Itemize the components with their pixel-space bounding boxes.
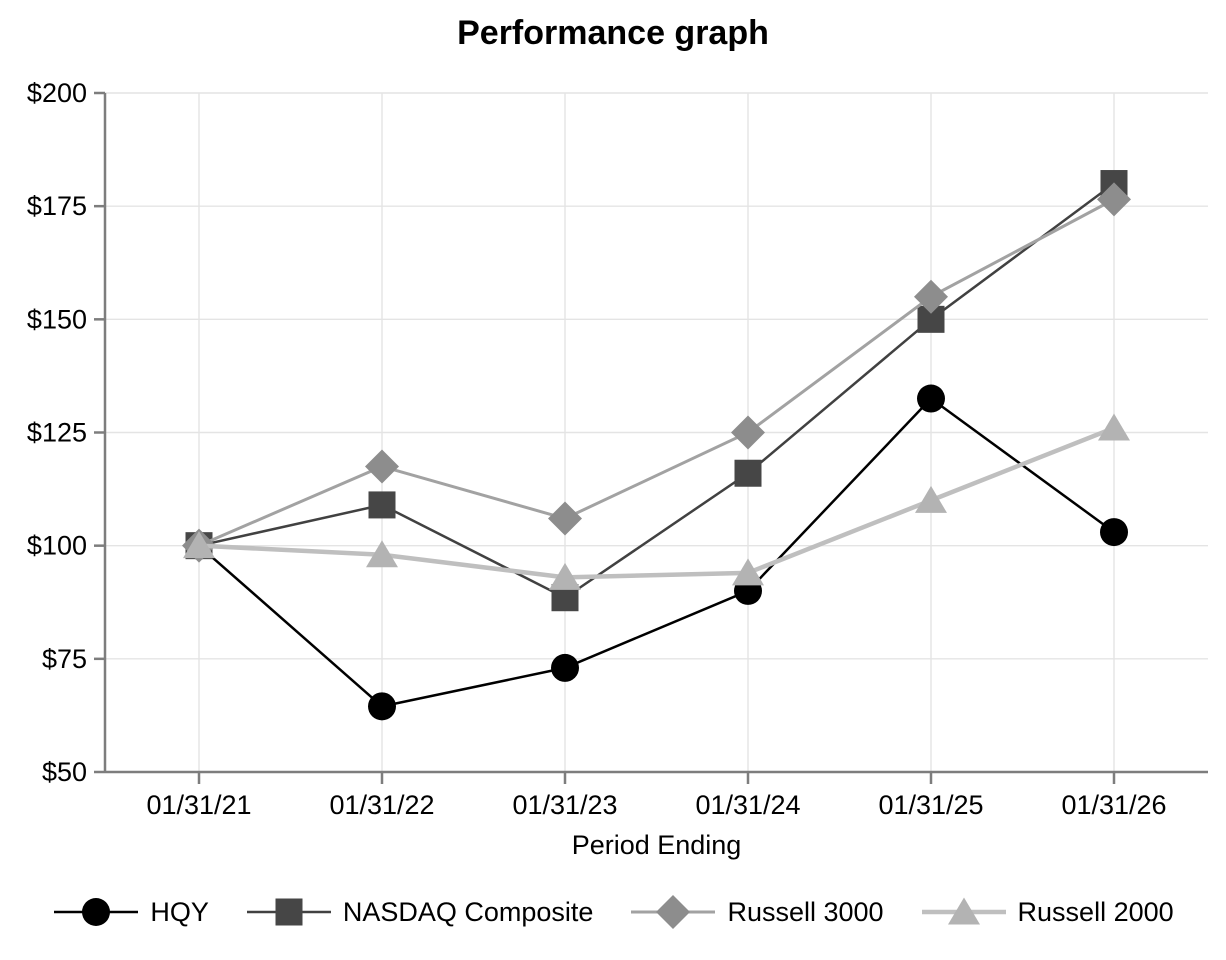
russell-3000-marker (1097, 182, 1131, 217)
performance-chart-plot: $200 $175 $150 $125 $100 $75 $50 01/31/21 01/31/… (27, 78, 1208, 820)
russell-2000-line (198, 425, 1115, 580)
hqy-marker (368, 692, 396, 721)
x-axis-label: Period Ending (571, 830, 742, 860)
x-tick-label: 01/31/21 (146, 790, 251, 820)
legend-item-russell-2000: Russell 2000 (920, 892, 1174, 932)
legend-label-hqy: HQY (150, 896, 209, 927)
russell-2000-marker (732, 558, 764, 586)
x-tick-label: 01/31/24 (695, 790, 800, 820)
russell-3000-line (198, 198, 1115, 548)
legend-item-russell-3000: Russell 3000 (629, 892, 884, 932)
x-tick-label: 01/31/22 (329, 790, 434, 820)
legend-label-russell-2000: Russell 2000 (1017, 896, 1174, 927)
nasdaq-composite-marker (734, 459, 762, 487)
russell-3000-marker (914, 279, 948, 314)
y-tick-label: $100 (27, 531, 87, 561)
y-tick-label: $150 (27, 304, 87, 334)
russell-2000-marker (366, 540, 398, 568)
x-tick-label: 01/31/26 (1061, 790, 1166, 820)
russell-3000-marker (548, 501, 582, 536)
nasdaq-composite-line (198, 182, 1115, 600)
russell-2000-marker (1098, 413, 1130, 441)
legend-item-nasdaq-composite: NASDAQ Composite (245, 892, 594, 932)
y-tick-label: $175 (27, 191, 87, 221)
x-tick-label: 01/31/23 (512, 790, 617, 820)
russell-3000-marker (731, 415, 765, 450)
y-tick-label: $75 (42, 644, 87, 674)
russell-2000-legend-marker-shape (947, 897, 980, 925)
hqy-marker (1100, 518, 1128, 547)
russell-2000-marker (915, 485, 947, 513)
nasdaq-composite-legend-marker-shape (275, 898, 303, 926)
y-tick-label: $200 (27, 78, 87, 108)
y-tick-label: $125 (27, 418, 87, 448)
hqy-legend-marker-icon (54, 898, 139, 926)
hqy-marker (917, 384, 945, 413)
legend-label-nasdaq-composite: NASDAQ Composite (342, 896, 594, 927)
russell-3000-legend-marker-icon (631, 895, 716, 929)
hqy-line (198, 396, 1115, 708)
hqy-marker (551, 653, 579, 682)
x-tick-label: 01/31/25 (878, 790, 983, 820)
nasdaq-composite-marker (368, 491, 396, 519)
hqy-legend-marker-shape (82, 898, 111, 926)
russell-3000-marker (365, 449, 399, 484)
nasdaq-composite-legend-marker-icon (246, 898, 331, 926)
russell-3000-legend-marker-shape (656, 895, 691, 929)
y-tick-label: $50 (42, 757, 87, 787)
russell-2000-marker (183, 531, 215, 559)
russell-2000-marker (549, 562, 581, 590)
russell-2000-legend-marker-icon (921, 897, 1006, 925)
chart-legend: HQY NASDAQ Composite Russell 3000 Russell 2… (0, 892, 1226, 932)
chart-title: Performance graph (457, 14, 769, 52)
legend-item-hqy: HQY (52, 892, 209, 932)
legend-label-russell-3000: Russell 3000 (727, 896, 884, 927)
